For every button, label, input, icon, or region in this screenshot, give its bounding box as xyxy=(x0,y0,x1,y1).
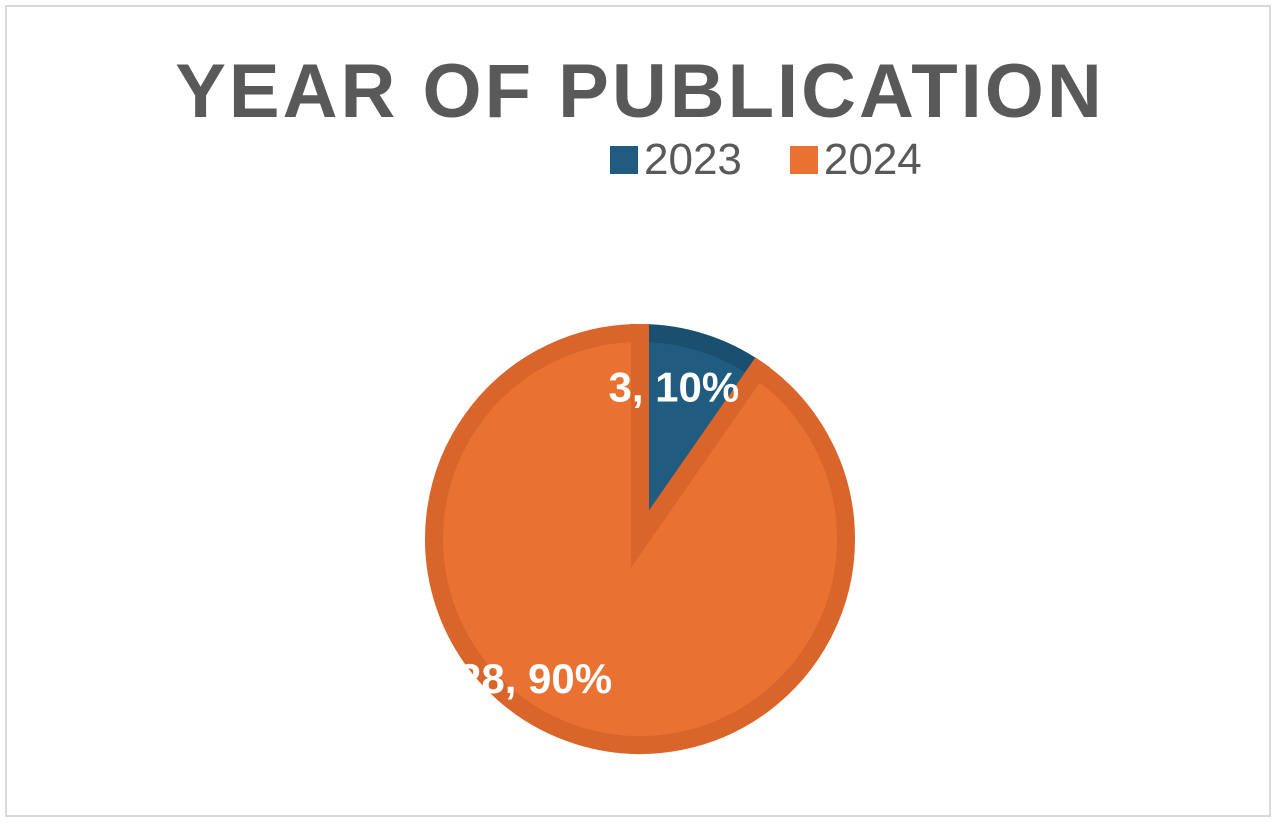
legend-label-2024: 2024 xyxy=(823,135,922,184)
pie-slices xyxy=(425,323,855,754)
chart-legend: 2023 2024 xyxy=(610,136,922,184)
legend-swatch-2023 xyxy=(610,146,638,174)
legend-item-2024: 2024 xyxy=(789,135,922,184)
pie-data-labels: 3, 10% 28, 90% xyxy=(458,363,739,701)
pie-slice-2024 xyxy=(425,323,855,754)
data-label-2023: 3, 10% xyxy=(608,363,739,410)
chart-title: YEAR OF PUBLICATION xyxy=(175,49,1105,134)
legend-label-2023: 2023 xyxy=(644,135,742,184)
legend-item-2023: 2023 xyxy=(610,136,742,184)
legend-swatch-2024 xyxy=(789,146,818,174)
data-label-2024: 28, 90% xyxy=(458,655,612,702)
